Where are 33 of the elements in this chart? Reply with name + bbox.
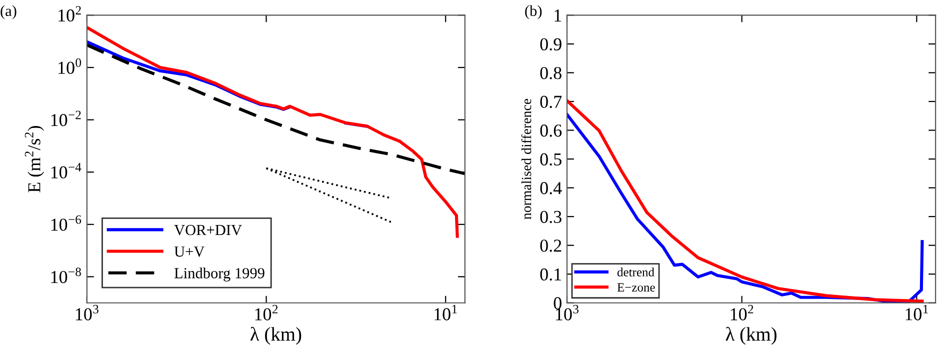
y-axis-title: normalised difference: [521, 98, 532, 220]
y-tick-label: 10$^{−4}$: [51, 163, 82, 178]
y-tick-label: 0.7: [540, 96, 562, 108]
y-tick-label: 0.5: [540, 153, 562, 166]
x-axis-title: λ (km): [726, 326, 776, 345]
y-tick-label: 10$^{−2}$: [51, 110, 81, 126]
y-tick-label: 1: [554, 10, 562, 22]
legend-label: detrend: [617, 268, 654, 276]
y-tick-label: 0.8: [540, 66, 562, 80]
y-tick-label: 10$^{−8}$: [51, 268, 81, 284]
x-tick-label: 10$^{1}$: [906, 304, 928, 320]
legend-label: VOR+DIV: [174, 224, 242, 236]
x-axis-title: λ (km): [250, 326, 302, 345]
x-tick-label: 10$^{2}$: [730, 304, 754, 320]
y-tick-label: 0.9: [540, 38, 562, 50]
y-tick-label: 0.2: [540, 240, 562, 252]
legend-label: E−zone: [617, 283, 655, 292]
y-tick-label: 0.1: [540, 268, 562, 281]
y-tick-label: 10$^{2}$: [58, 6, 81, 22]
y-tick-label: 0.4: [540, 182, 562, 194]
y-tick-label: 0: [554, 297, 562, 310]
x-tick-label: 10$^{1}$: [434, 304, 457, 320]
chart-title: (b): [525, 5, 542, 20]
y-tick-label: 10$^{−6}$: [51, 215, 82, 231]
x-tick-label: 10$^{2}$: [255, 304, 278, 320]
x-tick-label: 10$^{3}$: [76, 304, 98, 320]
y-tick-label: 0.3: [540, 210, 562, 224]
chart-title: (a): [0, 5, 16, 20]
y-axis-title: E (m$^{2}$/s$^{2}$): [24, 126, 44, 192]
legend-label: Lindborg 1999: [174, 268, 264, 282]
y-tick-label: 10$^{0}$: [58, 58, 82, 74]
legend-label: U+V: [174, 246, 205, 257]
y-tick-label: 0.6: [540, 124, 562, 137]
